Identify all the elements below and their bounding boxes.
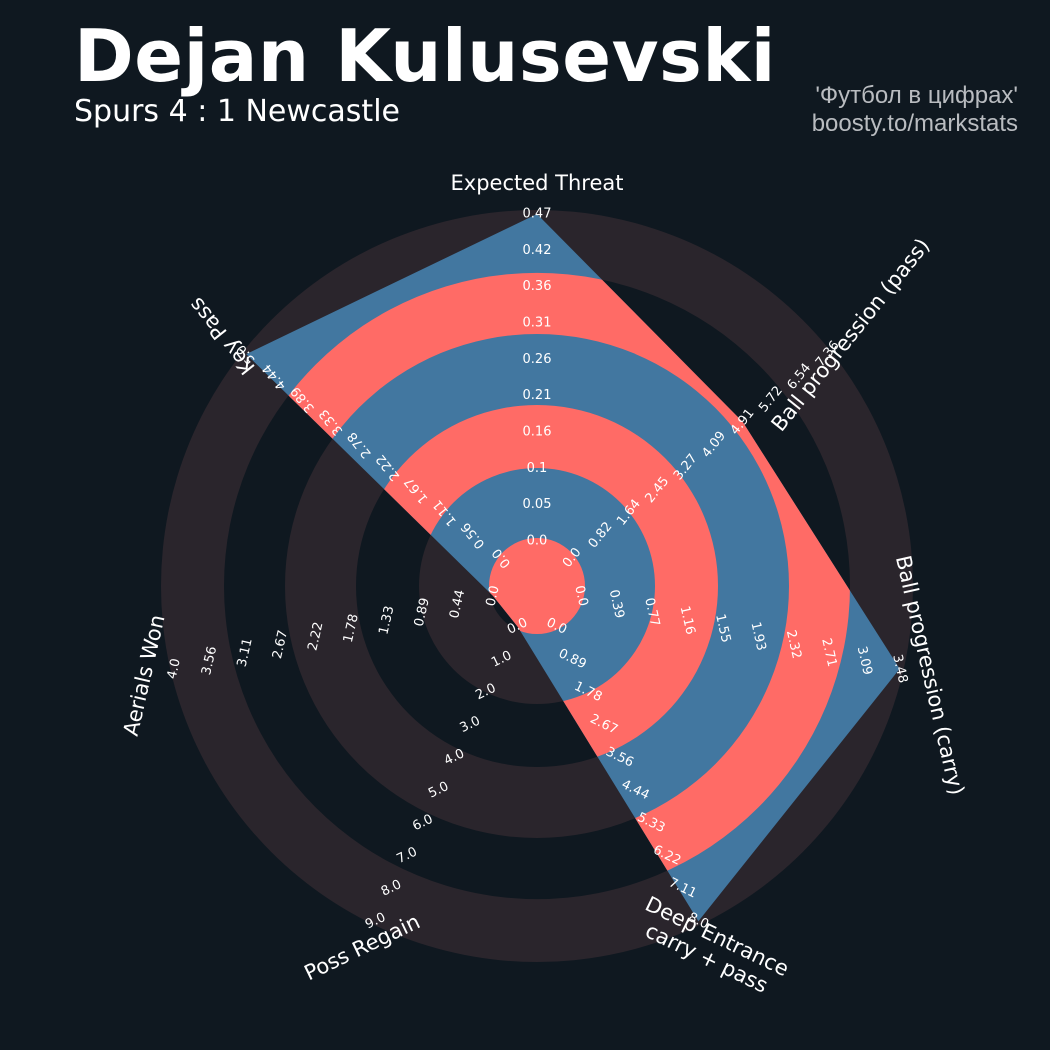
tick-label: 3.48 [889, 653, 910, 685]
tick-label: 0.47 [523, 207, 552, 222]
axis-label: Aerials Won [119, 612, 170, 738]
credit-line-2: boosty.to/markstats [811, 110, 1018, 137]
tick-label: 0.21 [523, 388, 552, 403]
credit-line-1: 'Футбол в цифрах' [815, 82, 1018, 109]
tick-label: 2.71 [818, 637, 839, 669]
axis-label: Key Pass [184, 293, 260, 379]
tick-label: 0.89 [412, 596, 433, 628]
tick-label: 0.26 [523, 352, 552, 367]
tick-label: 0.1 [527, 461, 548, 476]
axis-label: Poss Regain [301, 909, 424, 985]
tick-label: 0.39 [606, 588, 627, 620]
tick-label: 2.32 [783, 629, 804, 661]
tick-label: 0.36 [523, 279, 552, 294]
tick-label: 0.0 [527, 534, 548, 549]
tick-label: 0.0 [483, 584, 502, 608]
tick-label: 3.11 [235, 637, 256, 669]
tick-label: 0.16 [523, 425, 552, 440]
tick-label: 2.67 [270, 629, 291, 661]
chart-subtitle: Spurs 4 : 1 Newcastle [74, 94, 400, 129]
tick-label: 0.77 [641, 596, 662, 628]
credit-block: 'Футбол в цифрах' boosty.to/markstats [812, 82, 1018, 138]
tick-label: 4.0 [165, 657, 184, 681]
tick-label: 1.33 [376, 605, 397, 637]
tick-label: 0.42 [523, 243, 552, 258]
tick-label: 1.93 [747, 621, 768, 653]
tick-label: 3.56 [199, 645, 220, 677]
chart-title: Dejan Kulusevski [74, 14, 776, 98]
tick-label: 2.22 [305, 621, 326, 653]
tick-label: 1.16 [677, 605, 698, 637]
tick-label: 0.05 [523, 497, 552, 512]
tick-label: 3.09 [854, 645, 875, 677]
axis-label: Expected Threat [451, 171, 624, 195]
tick-label: 0.44 [447, 588, 468, 620]
tick-label: 0.0 [571, 584, 590, 608]
tick-label: 1.78 [341, 613, 362, 645]
tick-label: 1.55 [712, 613, 733, 645]
tick-label: 0.31 [523, 316, 552, 331]
polygon-ring-band [489, 538, 585, 634]
